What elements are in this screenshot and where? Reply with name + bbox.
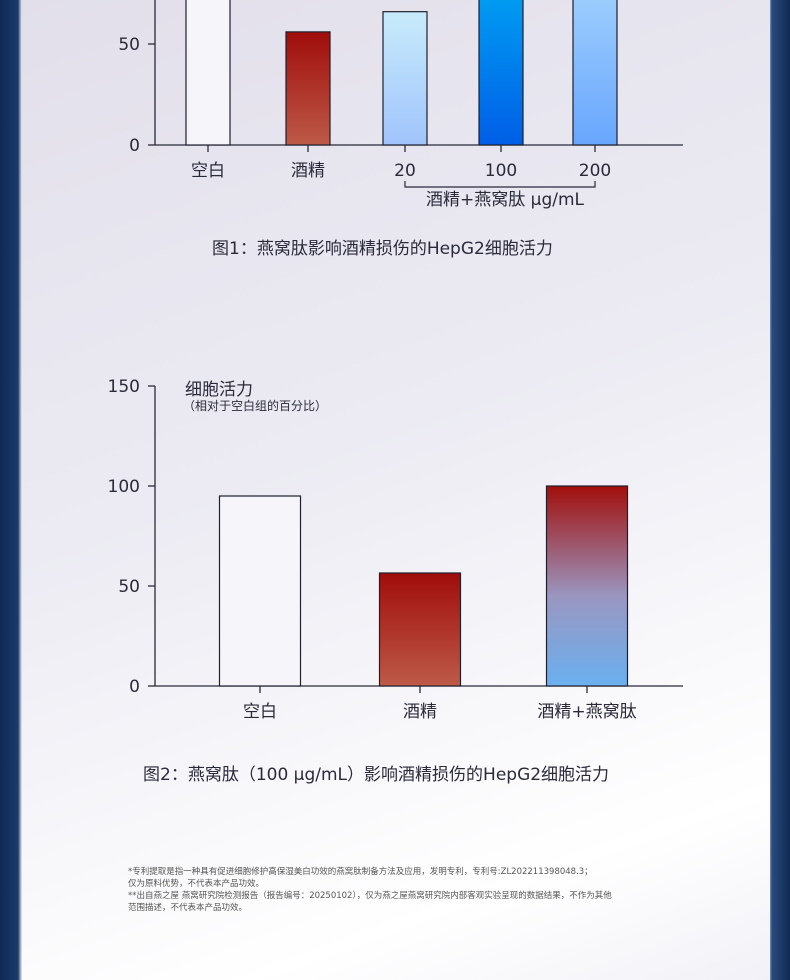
x-tick-label: 酒精: [403, 702, 437, 722]
x-tick-label: 200: [579, 161, 611, 181]
chart-1: 0 50 空白 酒精 20 100 200 酒精+燕窝肽 μg/mL: [118, 0, 683, 210]
group-bracket: [404, 181, 596, 188]
x-tick-label: 20: [394, 161, 416, 181]
footnote-line: 仅为原料优势，不代表本产品功效。: [128, 879, 265, 889]
x-tick-label: 100: [485, 161, 517, 181]
chart-2-title: 图2：燕窝肽（100 μg/mL）影响酒精损伤的HepG2细胞活力: [143, 765, 610, 785]
bar-酒精+燕窝肽: [545, 485, 629, 687]
y-tick-label: 50: [118, 35, 140, 55]
x-tick-label: 酒精: [291, 161, 325, 181]
y-tick-label: 150: [108, 377, 140, 397]
chart-2-ylabel-sub: （相对于空白组的百分比）: [183, 399, 328, 413]
bar-空白: [218, 495, 302, 687]
x-tick-label: 酒精+燕窝肽: [537, 702, 636, 722]
chart-2-ylabel: 细胞活力: [185, 380, 253, 400]
chart-2: 0 50 100 150 空白 酒精 酒精+燕窝肽: [108, 377, 683, 722]
bar-酒精: [378, 572, 462, 687]
y-tick-label: 0: [129, 136, 140, 156]
footnote-line: **出自燕之屋 燕窝研究院检测报告（报告编号：20250102），仅为燕之屋燕窝…: [128, 891, 612, 901]
y-tick-label: 50: [118, 577, 140, 597]
chart-1-title: 图1：燕窝肽影响酒精损伤的HepG2细胞活力: [212, 239, 553, 259]
bar-空白: [185, 0, 231, 146]
group-label: 酒精+燕窝肽 μg/mL: [426, 190, 585, 210]
bar-酒精: [285, 31, 331, 146]
y-tick-label: 100: [108, 477, 140, 497]
footnote-line: *专利提取是指一种具有促进细胞修护高保湿美白功效的燕窝肽制备方法及应用，发明专利…: [128, 867, 593, 877]
content-panel: [22, 0, 770, 980]
footnote-line: 范围描述，不代表本产品功效。: [128, 903, 248, 913]
x-tick-label: 空白: [243, 702, 277, 722]
bar-100: [478, 0, 524, 146]
footnotes: *专利提取是指一种具有促进细胞修护高保湿美白功效的燕窝肽制备方法及应用，发明专利…: [128, 866, 688, 914]
x-tick-label: 空白: [191, 161, 225, 181]
bar-200: [572, 0, 618, 146]
y-tick-label: 0: [129, 677, 140, 697]
